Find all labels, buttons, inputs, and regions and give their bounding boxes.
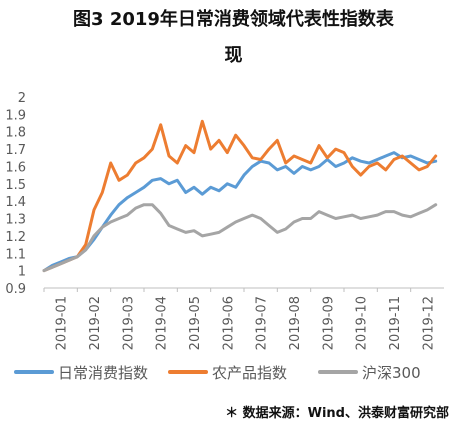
x-tick-label: 2019-04 [155,296,170,350]
y-tick-label: 1.5 [5,178,26,193]
y-tick-label: 0.9 [5,282,26,297]
x-tick-label: 2019-07 [255,296,270,350]
y-tick-label: 1 [18,265,26,280]
y-tick-label: 1.3 [5,213,26,228]
legend-label-1: 日常消费指数 [58,364,148,382]
y-tick-label: 1.4 [5,195,26,210]
y-tick-label: 1.1 [5,247,26,262]
x-tick-label: 2019-03 [121,296,136,350]
x-tick-label: 2019-06 [221,296,236,350]
y-tick-label: 1.2 [5,230,26,245]
x-tick-label: 2019-02 [88,296,103,350]
y-tick-label: 1.8 [5,126,26,141]
legend-label-2: 农产品指数 [212,364,287,382]
x-tick-label: 2019-05 [188,296,203,350]
series-line-3 [42,203,438,273]
x-tick-label: 2019-11 [388,296,403,350]
x-tick-label: 2019-10 [355,296,370,350]
chart-title-line1: 图3 2019年日常消费领域代表性指数表 [73,9,394,30]
y-tick-label: 1.7 [5,143,26,158]
series-line-2 [42,119,438,273]
series-line-1 [42,151,438,273]
x-tick-label: 2019-12 [421,296,436,350]
x-tick-label: 2019-09 [321,296,336,350]
legend-label-3: 沪深300 [362,364,421,382]
x-tick-label: 2019-08 [288,296,303,350]
y-tick-label: 1.9 [5,108,26,123]
y-tick-label: 1.6 [5,160,26,175]
chart-title-line2: 现 [224,45,243,66]
source-note: ＊ 数据来源：Wind、洪泰财富研究部 [225,406,449,421]
y-tick-label: 2 [18,91,26,106]
x-tick-label: 2019-01 [55,296,70,350]
